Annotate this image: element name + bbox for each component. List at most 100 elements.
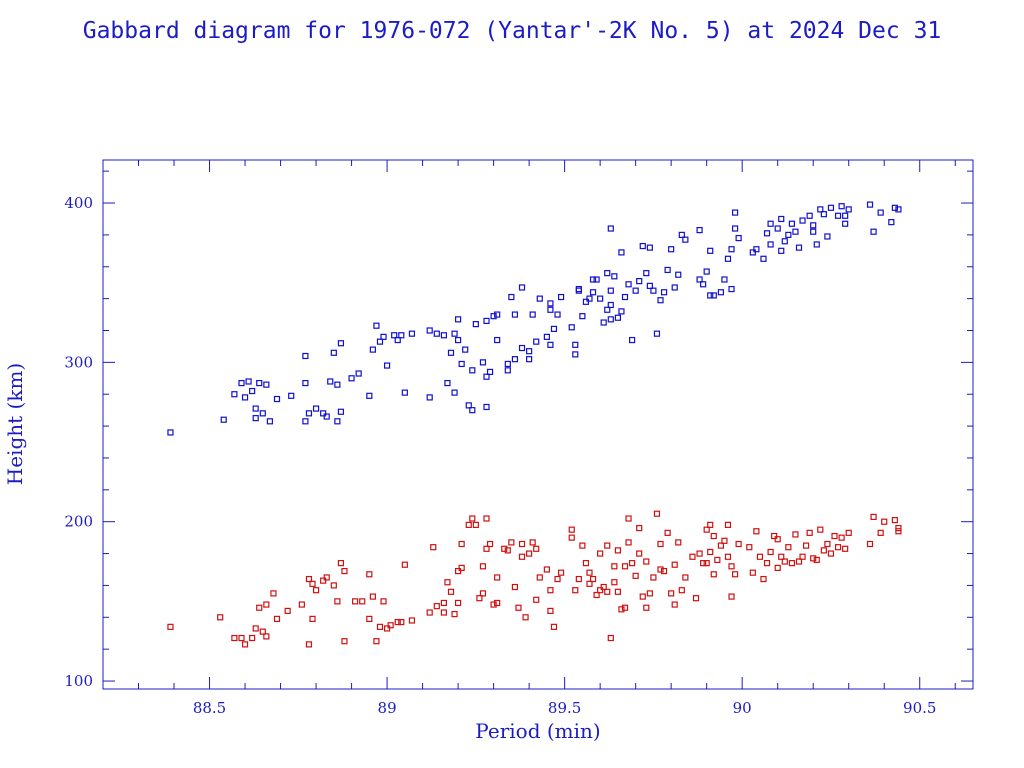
data-point	[547, 607, 554, 615]
data-point	[593, 276, 600, 283]
y-tick-label: 300	[64, 353, 93, 371]
data-point	[731, 225, 739, 232]
data-point	[636, 524, 643, 532]
data-point	[618, 249, 625, 256]
axis-ticks	[102, 160, 973, 689]
data-point	[664, 529, 671, 536]
y-tick-label: 100	[64, 672, 93, 690]
data-point	[479, 563, 487, 570]
data-point	[455, 599, 462, 607]
data-point	[834, 544, 842, 551]
data-point	[806, 529, 813, 536]
data-point	[547, 341, 554, 348]
data-point	[259, 628, 266, 635]
data-point	[643, 604, 650, 611]
data-point	[238, 379, 245, 387]
data-point	[660, 289, 668, 296]
data-point	[330, 349, 337, 356]
data-point	[451, 389, 458, 396]
data-point	[618, 606, 625, 613]
data-point	[550, 325, 558, 332]
data-point	[792, 228, 799, 235]
data-point	[327, 378, 334, 385]
data-point	[710, 292, 717, 299]
data-point	[483, 317, 490, 325]
data-point	[575, 575, 582, 583]
data-point	[707, 521, 714, 528]
data-point	[696, 550, 703, 557]
data-point	[700, 560, 707, 567]
data-point	[753, 528, 760, 535]
data-point	[298, 601, 305, 608]
data-point	[305, 641, 313, 648]
data-point	[494, 574, 501, 581]
data-point	[529, 539, 536, 546]
x-tick-label: 89	[378, 699, 397, 717]
data-point	[273, 615, 281, 622]
data-point	[881, 518, 888, 525]
data-point	[632, 287, 639, 294]
data-point	[383, 625, 391, 632]
data-point	[597, 550, 604, 557]
data-point	[877, 529, 884, 536]
data-point	[756, 553, 764, 560]
data-point	[629, 560, 636, 567]
data-point	[455, 336, 462, 344]
data-point	[834, 212, 842, 219]
x-tick-label: 90.5	[903, 699, 936, 717]
data-point	[728, 246, 735, 253]
data-point	[668, 246, 675, 253]
data-point	[604, 542, 611, 549]
data-point	[820, 547, 827, 554]
data-point	[309, 615, 316, 622]
data-point	[554, 311, 561, 318]
data-point	[717, 542, 724, 549]
data-point	[728, 593, 735, 600]
data-point	[778, 215, 785, 223]
data-point	[440, 332, 447, 339]
data-point	[483, 403, 490, 411]
data-point	[373, 322, 380, 329]
data-point	[533, 338, 540, 345]
data-point	[341, 567, 348, 575]
data-point	[366, 392, 373, 399]
data-point	[643, 558, 650, 565]
data-point	[696, 276, 703, 283]
data-point	[831, 532, 838, 540]
data-point	[440, 609, 447, 616]
data-point	[760, 575, 767, 583]
data-point	[320, 577, 327, 584]
data-point	[632, 572, 639, 579]
data-point	[486, 368, 494, 376]
data-point	[256, 379, 263, 387]
data-point	[369, 593, 376, 600]
x-tick-label: 90	[733, 699, 752, 717]
data-point	[376, 338, 384, 345]
data-point	[707, 292, 714, 299]
data-point	[526, 348, 533, 355]
data-point	[710, 571, 717, 578]
data-point	[636, 550, 643, 557]
data-point	[870, 228, 877, 235]
data-point	[266, 418, 273, 425]
data-point	[824, 540, 831, 548]
data-point	[572, 351, 579, 358]
data-point	[323, 574, 330, 581]
data-point	[589, 289, 597, 296]
data-point	[334, 598, 341, 605]
data-point	[231, 634, 238, 642]
data-point	[703, 560, 710, 567]
data-point	[895, 524, 902, 532]
data-point	[458, 540, 465, 548]
data-point	[813, 556, 820, 564]
data-point	[813, 241, 820, 248]
data-point	[579, 313, 586, 320]
data-point	[621, 604, 629, 611]
data-point	[611, 563, 618, 570]
data-point	[810, 228, 817, 235]
data-point	[664, 266, 671, 274]
data-point	[241, 641, 249, 648]
data-point	[259, 410, 266, 417]
data-point	[675, 271, 682, 278]
